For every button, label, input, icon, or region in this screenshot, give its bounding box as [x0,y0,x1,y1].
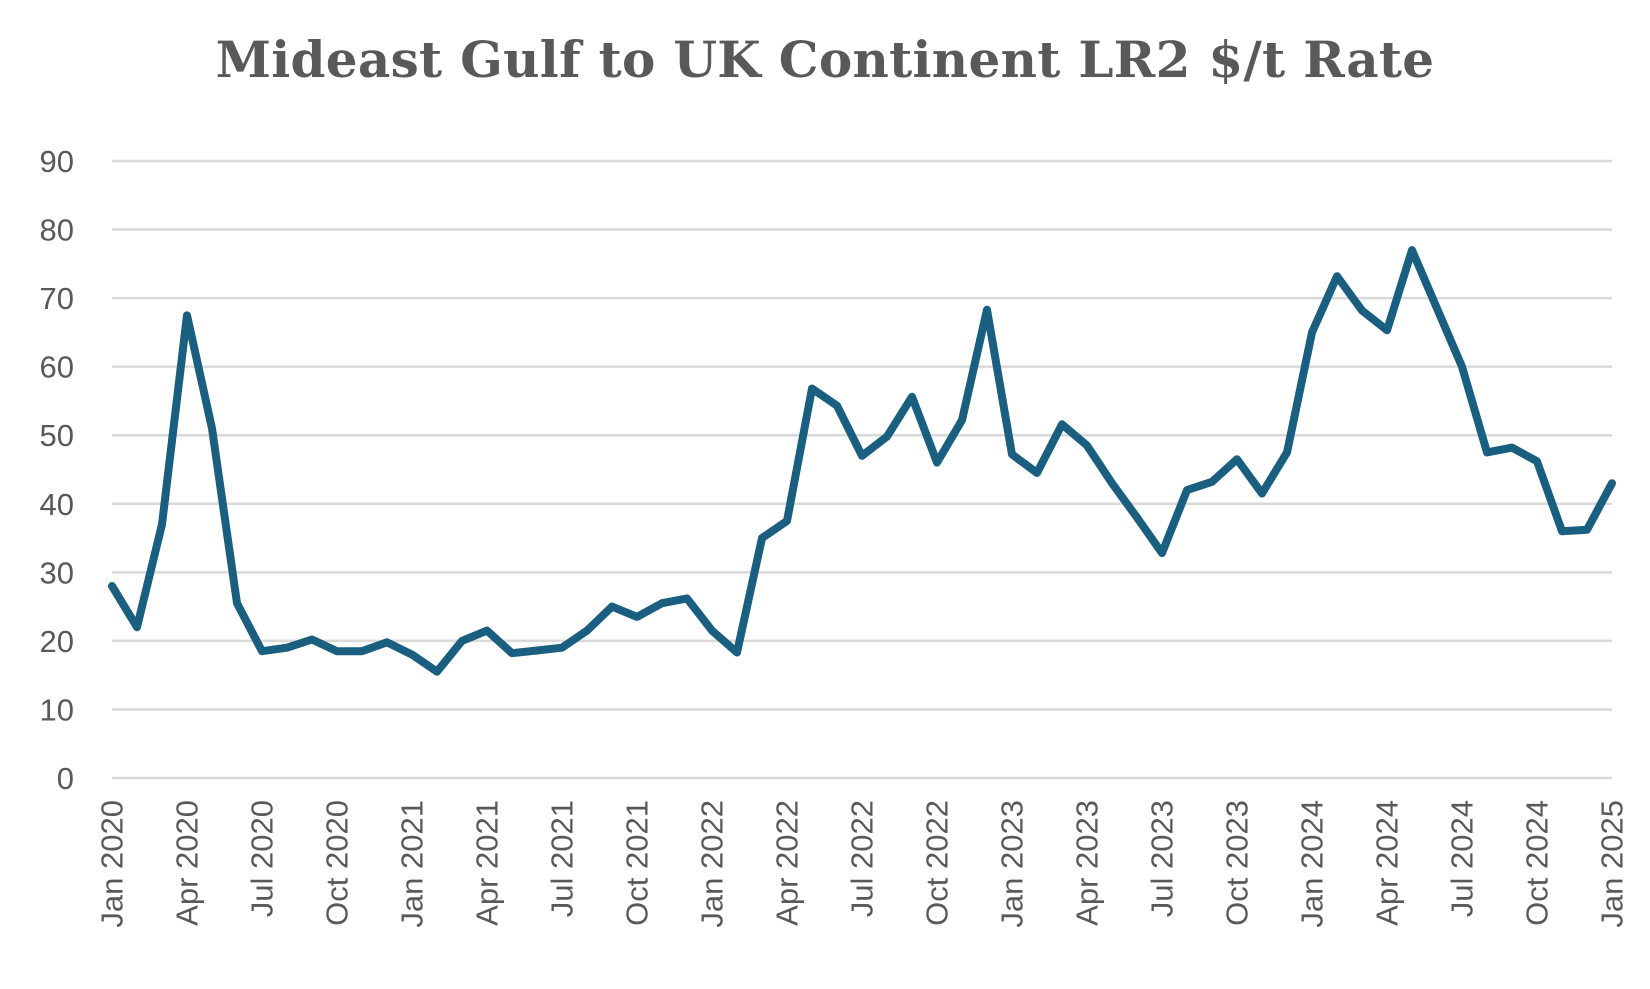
x-tick-label: Oct 2023 [1220,800,1255,926]
x-tick-label: Jan 2025 [1595,800,1630,928]
y-tick-label: 0 [57,761,74,796]
x-tick-label: Jul 2024 [1445,800,1480,917]
x-tick-label: Apr 2020 [170,800,205,926]
x-tick-label: Apr 2022 [770,800,805,926]
series-line-0 [108,246,1616,676]
y-tick-label: 90 [40,144,74,179]
x-tick-label: Oct 2022 [920,800,955,926]
y-tick-label: 60 [40,350,74,385]
x-tick-label: Jan 2020 [95,800,130,928]
x-tick-label: Apr 2023 [1070,800,1105,926]
x-tick-label: Jul 2023 [1145,800,1180,917]
x-tick-label: Oct 2021 [620,800,655,926]
y-tick-label: 80 [40,213,74,248]
y-tick-label: 50 [40,418,74,453]
x-tick-label: Apr 2021 [470,800,505,926]
x-tick-label: Jan 2024 [1295,800,1330,928]
chart-title: Mideast Gulf to UK Continent LR2 $/t Rat… [215,30,1435,89]
x-tick-label: Jan 2021 [395,800,430,928]
x-tick-label: Jul 2020 [245,800,280,917]
series-lines [108,246,1616,676]
x-tick-label: Jul 2021 [545,800,580,917]
y-tick-label: 10 [40,692,74,727]
x-axis-tick-labels: Jan 2020 Apr 2020 Jul 2020 Oct 2020 Jan 2021… [95,800,1630,928]
x-tick-label: Oct 2020 [320,800,355,926]
x-tick-label: Oct 2024 [1520,800,1555,926]
y-tick-label: 20 [40,624,74,659]
x-tick-label: Apr 2024 [1370,800,1405,926]
gridlines [112,159,1612,780]
y-axis-tick-labels: 0 10 20 30 40 50 60 70 80 90 [40,144,74,796]
y-tick-label: 70 [40,281,74,316]
x-tick-label: Jan 2022 [695,800,730,928]
y-tick-label: 40 [40,487,74,522]
x-tick-label: Jul 2022 [845,800,880,917]
y-tick-label: 30 [40,555,74,590]
x-tick-label: Jan 2023 [995,800,1030,928]
